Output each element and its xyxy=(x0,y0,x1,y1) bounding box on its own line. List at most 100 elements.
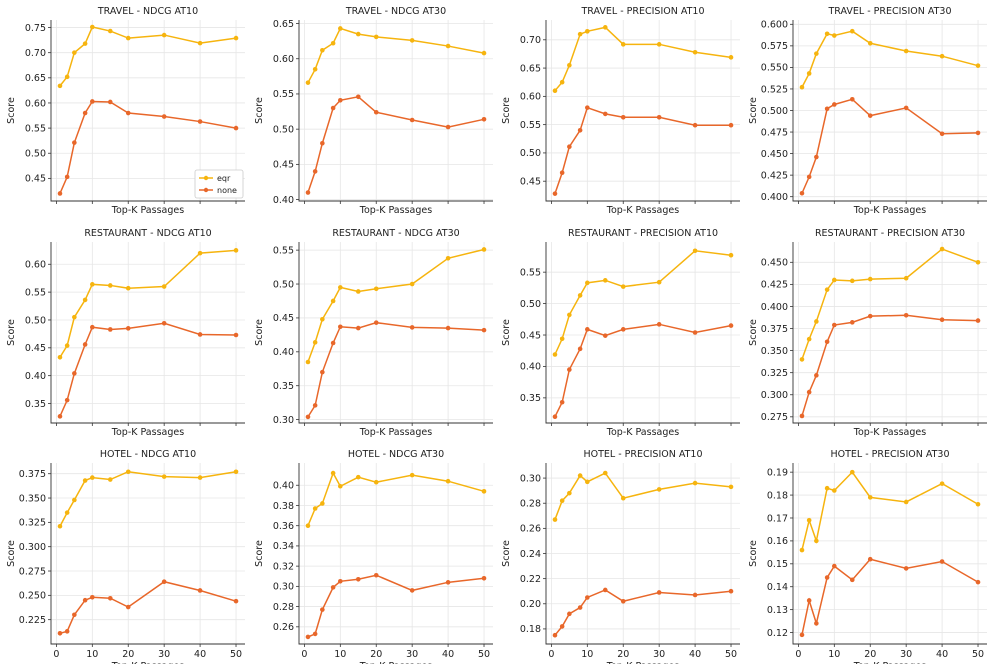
series-line-eqr xyxy=(59,26,237,87)
axis-spine xyxy=(298,242,493,424)
data-point-none xyxy=(903,312,909,318)
data-point-none xyxy=(832,322,837,328)
data-point-none xyxy=(728,323,734,328)
data-point-none xyxy=(481,117,487,122)
data-point-eqr xyxy=(552,517,558,522)
axis-spine xyxy=(50,463,245,645)
y-tick-label: 0.400 xyxy=(761,192,788,203)
data-point-eqr xyxy=(867,40,873,46)
x-axis-label: Top-K Passages xyxy=(853,205,926,216)
x-tick-label: 0 xyxy=(301,649,307,660)
y-tick-label: 0.40 xyxy=(520,362,541,373)
data-point-none xyxy=(445,580,451,585)
data-point-none xyxy=(620,114,626,120)
data-point-eqr xyxy=(330,298,336,304)
y-tick-label: 0.50 xyxy=(520,148,541,159)
data-point-none xyxy=(373,572,379,578)
y-tick-label: 0.35 xyxy=(520,393,541,404)
series-line-eqr xyxy=(59,249,237,358)
x-axis-label: Top-K Passages xyxy=(359,427,432,438)
data-point-none xyxy=(602,333,608,338)
data-point-none xyxy=(939,131,945,137)
data-point-none xyxy=(64,629,70,634)
data-point-none xyxy=(728,588,734,594)
data-point-eqr xyxy=(939,53,945,59)
y-tick-label: 0.350 xyxy=(761,346,788,357)
y-tick-label: 0.18 xyxy=(520,624,541,635)
data-point-eqr xyxy=(125,35,131,41)
y-tick-label: 0.600 xyxy=(761,20,788,31)
data-point-eqr xyxy=(82,41,88,46)
y-tick-label: 0.30 xyxy=(273,415,294,426)
x-axis-label: Top-K Passages xyxy=(853,661,926,664)
y-tick-label: 0.60 xyxy=(520,92,541,103)
y-tick-label: 0.55 xyxy=(273,245,294,256)
data-point-none xyxy=(90,99,95,104)
y-tick-label: 0.60 xyxy=(25,98,46,109)
y-tick-label: 0.350 xyxy=(19,493,46,504)
subplot-3-4: 0.12 0.13 0.14 0.15 0.16 0.17 0.18 0.19 0 10 20 30 4… xyxy=(748,449,987,664)
data-point-eqr xyxy=(799,547,805,553)
data-point-none xyxy=(330,340,336,346)
data-point-none xyxy=(233,332,239,338)
data-point-none xyxy=(481,575,487,581)
data-point-none xyxy=(867,113,873,118)
data-point-eqr xyxy=(197,475,203,480)
x-tick-label: 10 xyxy=(828,649,840,660)
data-point-eqr xyxy=(832,33,837,38)
y-tick-label: 0.22 xyxy=(520,574,541,585)
data-point-eqr xyxy=(867,276,873,282)
subplot-title: HOTEL - NDCG AT10 xyxy=(100,449,196,460)
data-point-none xyxy=(692,592,698,598)
data-point-none xyxy=(656,114,662,120)
axis-spine xyxy=(792,242,987,424)
y-tick-label: 0.55 xyxy=(520,120,541,131)
data-point-none xyxy=(57,414,63,419)
subplot-3-3: 0.18 0.20 0.22 0.24 0.26 0.28 0.30 0 10 20 30 40 50 H… xyxy=(501,449,740,664)
subplot-1-3: 0.45 0.50 0.55 0.60 0.65 0.70 TRAVEL - PRECISI… xyxy=(501,6,740,216)
data-point-eqr xyxy=(161,284,167,289)
data-point-none xyxy=(559,170,565,176)
data-point-eqr xyxy=(90,475,95,480)
y-tick-label: 0.65 xyxy=(273,19,294,30)
data-point-none xyxy=(355,94,361,100)
x-tick-label: 30 xyxy=(653,649,665,660)
data-point-none xyxy=(832,102,837,107)
data-point-eqr xyxy=(320,47,325,53)
series-line-eqr xyxy=(59,470,237,527)
data-point-eqr xyxy=(90,282,95,287)
y-tick-label: 0.300 xyxy=(19,542,46,553)
subplot-title: TRAVEL - PRECISION AT10 xyxy=(580,6,704,17)
data-point-eqr xyxy=(577,31,583,37)
data-point-eqr xyxy=(567,490,572,496)
y-axis-label: Score xyxy=(748,319,759,346)
y-tick-label: 0.325 xyxy=(761,368,788,379)
subplot-title: RESTAURANT - PRECISION AT10 xyxy=(568,228,718,239)
series-line-eqr xyxy=(801,248,979,360)
data-point-eqr xyxy=(72,314,77,320)
data-point-eqr xyxy=(312,340,318,345)
data-point-eqr xyxy=(355,474,361,480)
x-tick-label: 0 xyxy=(795,649,801,660)
data-point-eqr xyxy=(656,279,662,285)
y-tick-label: 0.50 xyxy=(520,299,541,310)
axis-spine xyxy=(298,463,493,645)
legend-marker-none xyxy=(203,187,209,193)
y-tick-label: 0.75 xyxy=(25,23,46,34)
data-point-none xyxy=(481,327,487,333)
data-point-none xyxy=(975,579,981,585)
x-axis-label: Top-K Passages xyxy=(606,205,679,216)
subplot-1-4: 0.400 0.425 0.450 0.475 0.500 0.525 0.550 0.575… xyxy=(748,6,987,216)
data-point-eqr xyxy=(72,50,77,55)
subplot-1-2: 0.40 0.45 0.50 0.55 0.60 0.65 TRAVEL - NDCG AT… xyxy=(254,6,493,216)
y-tick-label: 0.60 xyxy=(25,260,46,271)
data-point-eqr xyxy=(939,481,945,486)
x-tick-label: 20 xyxy=(864,649,876,660)
data-point-none xyxy=(312,403,318,408)
y-tick-label: 0.45 xyxy=(520,177,541,188)
data-point-none xyxy=(602,587,608,593)
y-tick-label: 0.35 xyxy=(273,381,294,392)
y-tick-label: 0.60 xyxy=(273,54,294,65)
data-point-none xyxy=(409,117,415,123)
